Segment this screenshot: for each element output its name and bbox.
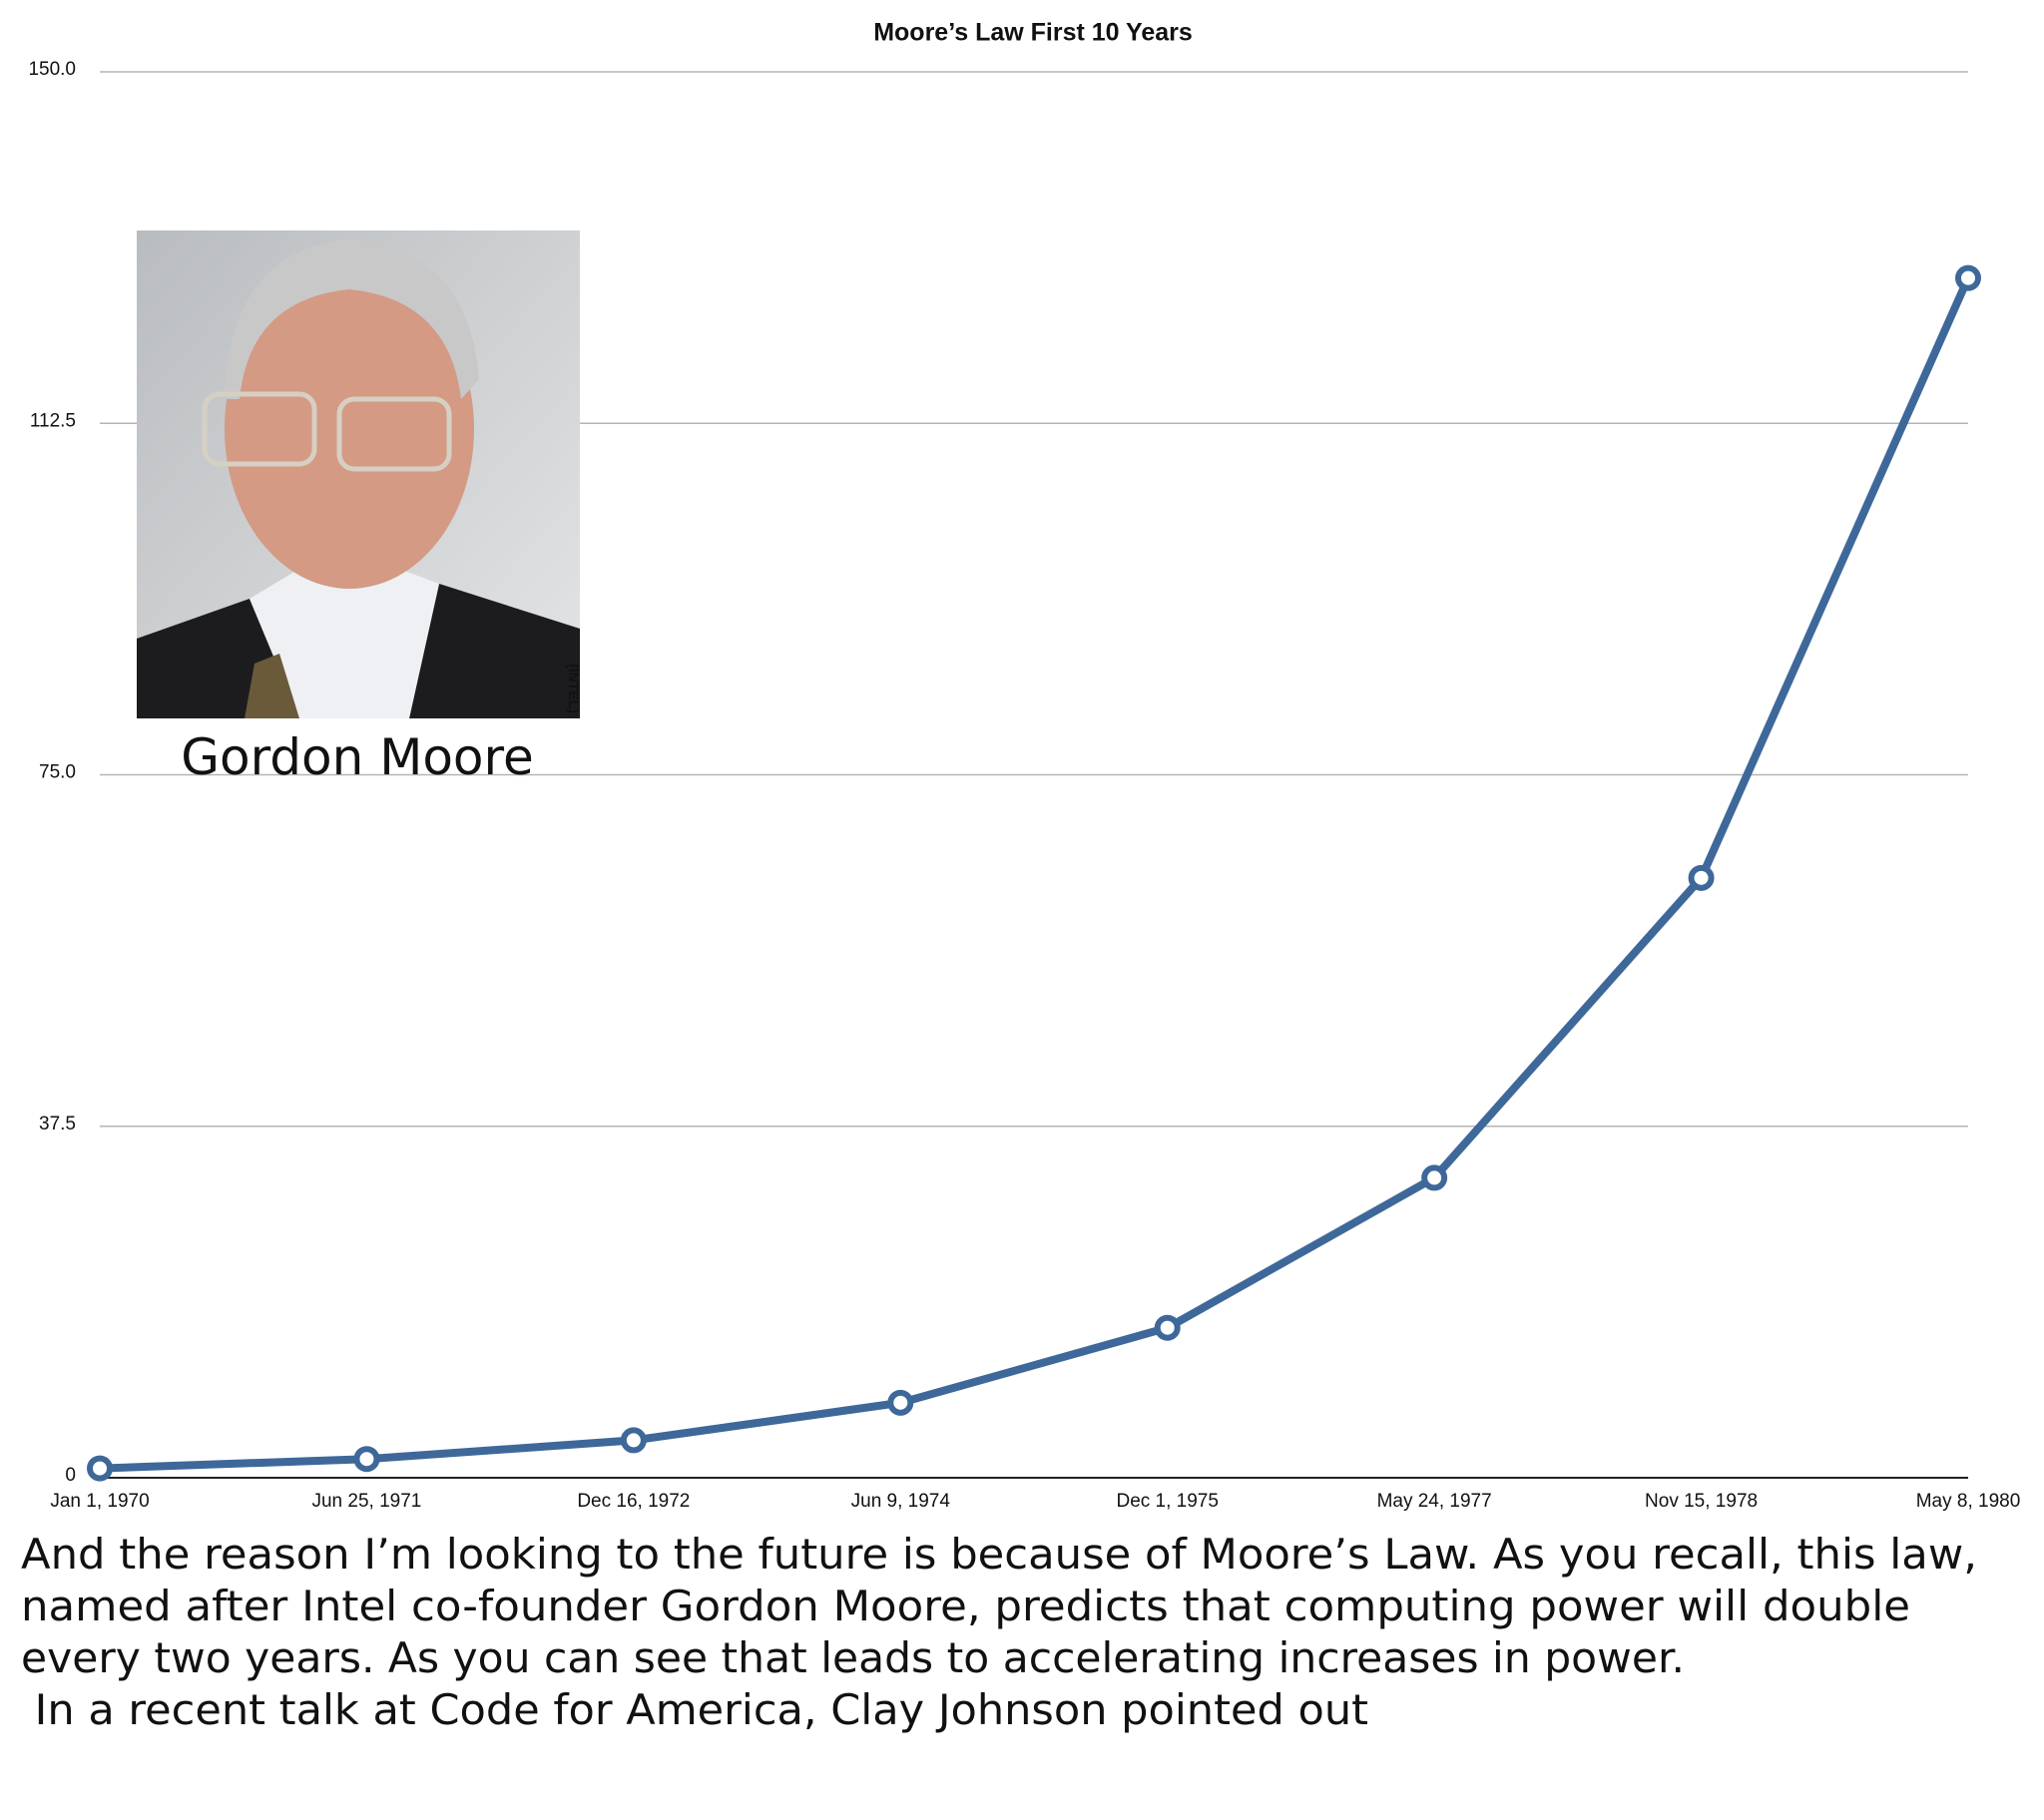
- point: [887, 1389, 914, 1416]
- point: [1154, 1314, 1181, 1341]
- glasses-left: [202, 391, 317, 467]
- x-tick-label: May 8, 1980: [1916, 1491, 2021, 1512]
- body-text: And the reason I’m looking to the future…: [21, 1530, 1977, 1734]
- paragraph-line: And the reason I’m looking to the future…: [21, 1530, 1977, 1579]
- x-tick-label: Dec 16, 1972: [577, 1491, 690, 1512]
- hair: [225, 239, 479, 399]
- paragraph-line: every two years. As you can see that lea…: [21, 1633, 1685, 1682]
- y-tick-label: 0: [65, 1465, 76, 1486]
- photo-caption: Gordon Moore: [181, 728, 533, 786]
- photo-credit: (INTEL): [566, 664, 582, 713]
- y-tick-label: 75.0: [39, 762, 76, 783]
- suit-right: [409, 584, 580, 718]
- glasses-right: [336, 396, 452, 472]
- paragraph-line: named after Intel co-founder Gordon Moor…: [21, 1582, 1910, 1630]
- point: [620, 1427, 647, 1454]
- y-tick-label: 112.5: [30, 410, 76, 431]
- paragraph-line: In a recent talk at Code for America, Cl…: [21, 1685, 1368, 1734]
- line: [99, 276, 1972, 1473]
- plot: Jan 1, 1970 Jun 25, 1971 Dec 16, 1972 Jun 9…: [50, 264, 2021, 1512]
- y-tick-label: 150.0: [28, 59, 76, 80]
- x-tick-label: Jan 1, 1970: [50, 1491, 149, 1512]
- point: [353, 1446, 380, 1473]
- point: [1421, 1164, 1448, 1191]
- point: [87, 1455, 113, 1482]
- y-tick-label: 37.5: [39, 1114, 76, 1135]
- point: [1688, 864, 1715, 891]
- x-tick-label: Dec 1, 1975: [1116, 1491, 1218, 1512]
- x-tick-label: May 24, 1977: [1377, 1491, 1492, 1512]
- x-tick-label: Jun 25, 1971: [311, 1491, 421, 1512]
- x-tick-label: Jun 9, 1974: [851, 1491, 951, 1512]
- point: [1955, 264, 1981, 291]
- shirt: [250, 569, 439, 718]
- tie: [245, 654, 299, 718]
- x-tick-label: Nov 15, 1978: [1645, 1491, 1758, 1512]
- chart-title: Moore’s Law First 10 Years: [873, 19, 1193, 47]
- face: [225, 269, 474, 589]
- photo: (INTEL): [137, 230, 582, 718]
